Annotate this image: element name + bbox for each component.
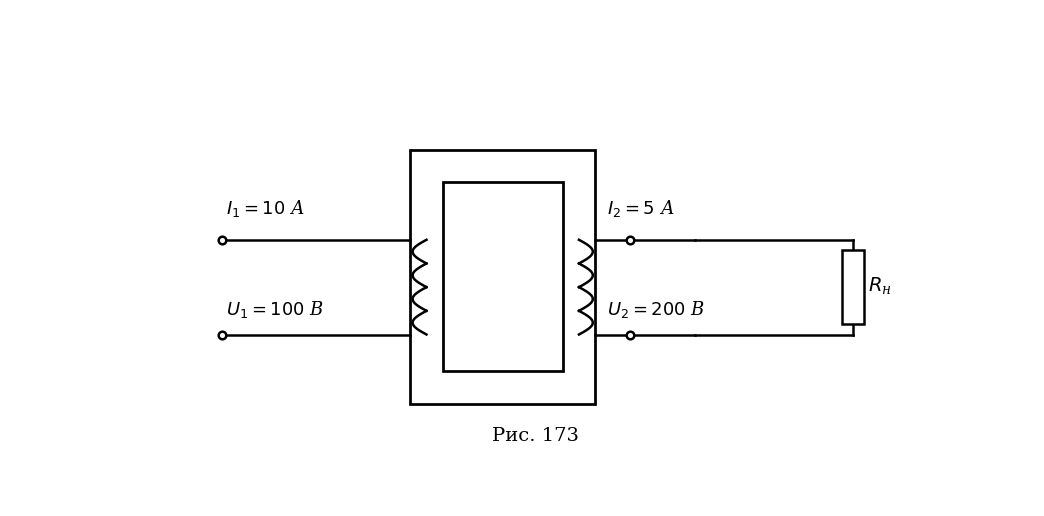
- Text: Рис. 173: Рис. 173: [492, 427, 578, 445]
- Text: $U_1 = 100$ В: $U_1 = 100$ В: [226, 299, 324, 319]
- Bar: [843, 250, 863, 324]
- Text: $R_\mathregular{н}$: $R_\mathregular{н}$: [869, 276, 892, 297]
- Text: $U_2 = 200$ В: $U_2 = 200$ В: [607, 299, 705, 319]
- Text: $I_2 = 5$ А: $I_2 = 5$ А: [607, 199, 674, 219]
- Bar: [410, 150, 595, 404]
- Bar: [443, 182, 563, 372]
- Text: $I_1 = 10$ А: $I_1 = 10$ А: [226, 199, 305, 219]
